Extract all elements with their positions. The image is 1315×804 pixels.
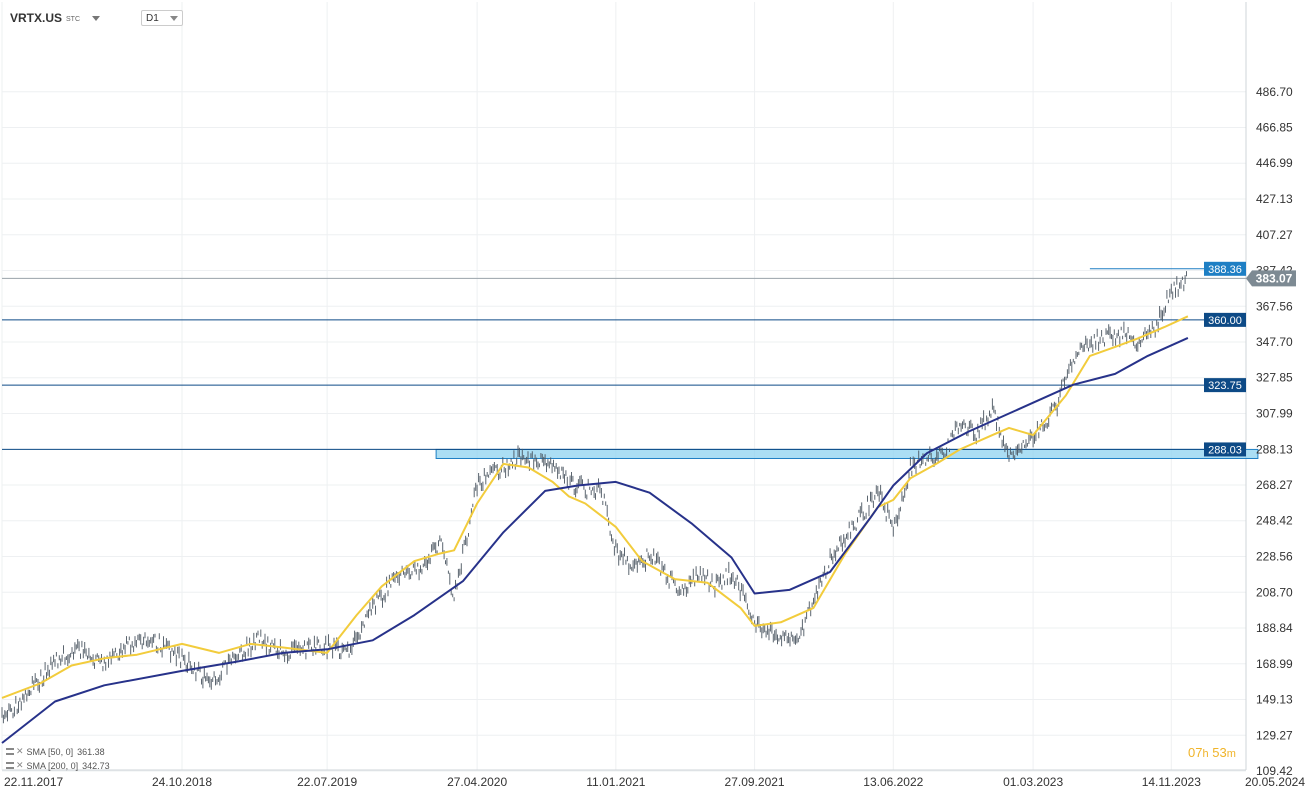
sma-200-line bbox=[1, 336, 1189, 744]
timer-hours-unit: h bbox=[1202, 748, 1209, 760]
y-tick-label: 307.99 bbox=[1256, 407, 1293, 421]
support-zone bbox=[435, 448, 1259, 459]
timeframe-select[interactable]: D1 bbox=[141, 10, 183, 26]
last-price-label: 383.07 bbox=[1256, 271, 1293, 285]
y-tick-label: 446.99 bbox=[1256, 156, 1293, 170]
y-tick-label: 188.84 bbox=[1256, 621, 1293, 635]
y-tick-label: 327.85 bbox=[1256, 371, 1293, 385]
y-tick-label: 427.13 bbox=[1256, 192, 1293, 206]
indicator-settings-icon[interactable] bbox=[6, 748, 14, 755]
legend-sma-50[interactable]: ✕ SMA [50, 0] 361.38 bbox=[6, 746, 105, 757]
x-tick-label: 13.06.2022 bbox=[863, 775, 923, 789]
y-tick-label: 168.99 bbox=[1256, 657, 1293, 671]
y-tick-label: 208.70 bbox=[1256, 585, 1293, 599]
x-tick-label: 20.05.2024 bbox=[1245, 775, 1305, 789]
y-tick-label: 248.42 bbox=[1256, 514, 1293, 528]
x-tick-label: 11.01.2021 bbox=[586, 775, 645, 789]
x-tick-label: 14.11.2023 bbox=[1142, 775, 1201, 789]
y-tick-label: 486.70 bbox=[1256, 85, 1293, 99]
y-tick-label: 268.27 bbox=[1256, 478, 1293, 492]
y-tick-label: 129.27 bbox=[1256, 728, 1293, 742]
sma-50-line bbox=[1, 315, 1189, 699]
legend-label: SMA [50, 0] bbox=[26, 746, 74, 757]
last-price-tag bbox=[1246, 270, 1296, 287]
close-icon[interactable]: ✕ bbox=[16, 760, 24, 770]
symbol-selector[interactable]: VRTX.US STC bbox=[10, 8, 101, 28]
x-tick-label: 24.10.2018 bbox=[152, 775, 212, 789]
price-bars bbox=[1, 271, 1187, 724]
timeframe-label: D1 bbox=[146, 12, 159, 24]
level-label-bg bbox=[1204, 261, 1246, 276]
x-tick-label: 27.09.2021 bbox=[725, 775, 785, 789]
y-tick-label: 466.85 bbox=[1256, 120, 1293, 134]
timer-hours: 07 bbox=[1188, 745, 1203, 760]
chevron-down-icon bbox=[170, 15, 178, 21]
symbol-type: STC bbox=[66, 16, 81, 23]
symbol-name: VRTX.US bbox=[10, 11, 63, 25]
legend-value: 361.38 bbox=[77, 746, 105, 757]
legend-value: 342.73 bbox=[82, 760, 110, 771]
chevron-down-icon[interactable] bbox=[92, 15, 101, 21]
legend-label: SMA [200, 0] bbox=[26, 760, 79, 771]
level-label-bg bbox=[1204, 378, 1246, 393]
timer-minutes-unit: m bbox=[1226, 748, 1236, 760]
y-tick-label: 109.42 bbox=[1256, 764, 1293, 778]
candle-timer: 07h 53m bbox=[1188, 745, 1236, 760]
y-tick-label: 407.27 bbox=[1256, 228, 1293, 242]
y-tick-label: 149.13 bbox=[1256, 693, 1293, 707]
y-tick-label: 228.56 bbox=[1256, 550, 1293, 564]
x-tick-label: 01.03.2023 bbox=[1003, 775, 1063, 789]
legend-sma-200[interactable]: ✕ SMA [200, 0] 342.73 bbox=[6, 760, 110, 771]
level-label: 288.03 bbox=[1208, 444, 1242, 456]
close-icon[interactable]: ✕ bbox=[16, 746, 24, 756]
level-label: 388.36 bbox=[1208, 264, 1242, 276]
timer-minutes: 53 bbox=[1212, 745, 1227, 760]
indicator-settings-icon[interactable] bbox=[6, 762, 14, 769]
level-label: 323.75 bbox=[1208, 380, 1242, 392]
level-label-bg bbox=[1204, 442, 1246, 457]
x-tick-label: 27.04.2020 bbox=[447, 775, 507, 789]
y-tick-label: 347.70 bbox=[1256, 335, 1293, 349]
y-tick-label: 288.13 bbox=[1256, 442, 1293, 456]
y-tick-label: 367.56 bbox=[1256, 299, 1293, 313]
x-tick-label: 22.07.2019 bbox=[297, 775, 357, 789]
x-tick-label: 22.11.2017 bbox=[4, 775, 63, 789]
level-label-bg bbox=[1204, 312, 1246, 327]
level-label: 360.00 bbox=[1208, 315, 1242, 327]
